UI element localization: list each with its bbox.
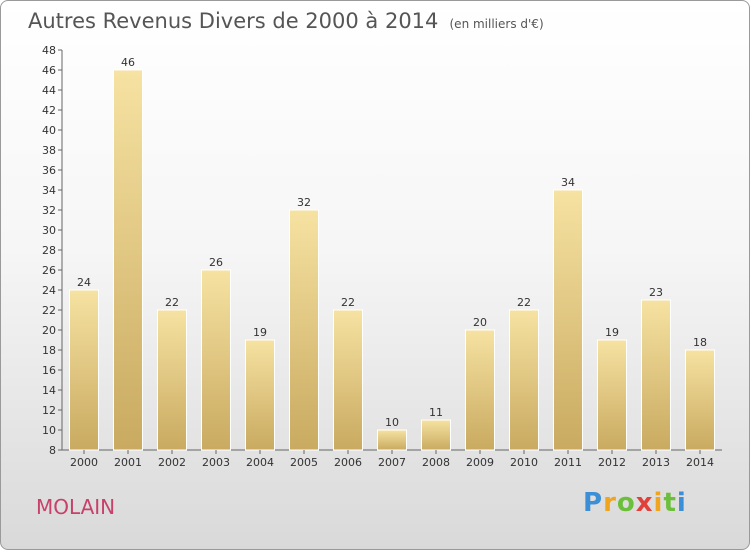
bar-value-label: 22: [341, 296, 355, 309]
y-tick-label: 34: [42, 184, 56, 197]
bar-value-label: 18: [693, 336, 707, 349]
bar-value-label: 23: [649, 286, 663, 299]
bar-value-label: 24: [77, 276, 91, 289]
bar: [289, 209, 319, 451]
x-tick-label: 2009: [466, 456, 494, 469]
x-tick-label: 2012: [598, 456, 626, 469]
y-tick-label: 44: [42, 84, 56, 97]
brand-logo: Proxiti: [583, 488, 687, 518]
brand-letter: x: [635, 488, 654, 518]
x-tick-label: 2013: [642, 456, 670, 469]
y-tick-label: 38: [42, 144, 56, 157]
y-tick-label: 14: [42, 384, 56, 397]
bar: [597, 339, 627, 451]
chart-unit-note: (en milliers d'€): [449, 17, 544, 31]
bar: [509, 309, 539, 451]
bar-value-label: 32: [297, 196, 311, 209]
bar-value-label: 11: [429, 406, 443, 419]
x-tick-label: 2001: [114, 456, 142, 469]
x-tick-label: 2011: [554, 456, 582, 469]
x-tick-label: 2010: [510, 456, 538, 469]
y-tick-label: 16: [42, 364, 56, 377]
bar: [377, 429, 407, 451]
y-tick-label: 26: [42, 264, 56, 277]
y-tick-label: 40: [42, 124, 56, 137]
x-tick-label: 2007: [378, 456, 406, 469]
x-tick-label: 2002: [158, 456, 186, 469]
bar: [245, 339, 275, 451]
bar-value-label: 34: [561, 176, 575, 189]
bar: [157, 309, 187, 451]
y-tick-label: 24: [42, 284, 56, 297]
y-tick-label: 8: [49, 444, 56, 457]
bar: [333, 309, 363, 451]
bar-value-label: 10: [385, 416, 399, 429]
x-tick-label: 2004: [246, 456, 274, 469]
bar-value-label: 26: [209, 256, 223, 269]
bar: [201, 269, 231, 451]
bar-value-label: 20: [473, 316, 487, 329]
y-tick-label: 22: [42, 304, 56, 317]
x-tick-label: 2014: [686, 456, 714, 469]
x-tick-label: 2008: [422, 456, 450, 469]
y-tick-label: 18: [42, 344, 56, 357]
bar: [685, 349, 715, 451]
y-tick-label: 46: [42, 64, 56, 77]
bar-value-label: 19: [253, 326, 267, 339]
y-tick-label: 36: [42, 164, 56, 177]
y-tick-label: 20: [42, 324, 56, 337]
town-name: MOLAIN: [36, 495, 116, 519]
bar-value-label: 22: [165, 296, 179, 309]
y-tick-label: 28: [42, 244, 56, 257]
x-tick-label: 2000: [70, 456, 98, 469]
x-tick-label: 2005: [290, 456, 318, 469]
brand-letter: r: [603, 488, 617, 518]
bar: [641, 299, 671, 451]
brand-letter: o: [616, 488, 636, 518]
y-tick-label: 30: [42, 224, 56, 237]
chart-title: Autres Revenus Divers de 2000 à 2014 (en…: [28, 9, 544, 33]
brand-letter: t: [663, 488, 677, 518]
y-tick-label: 12: [42, 404, 56, 417]
y-tick-label: 48: [42, 44, 56, 57]
brand-letter: i: [676, 488, 687, 518]
brand-letter: P: [583, 488, 604, 518]
x-tick-label: 2003: [202, 456, 230, 469]
bar: [553, 189, 583, 451]
bar-value-label: 19: [605, 326, 619, 339]
bar-value-label: 46: [121, 56, 135, 69]
y-tick-label: 32: [42, 204, 56, 217]
bar: [465, 329, 495, 451]
bar: [69, 289, 99, 451]
chart-title-text: Autres Revenus Divers de 2000 à 2014: [28, 9, 439, 33]
brand-letter: i: [653, 488, 664, 518]
bar-value-label: 22: [517, 296, 531, 309]
x-tick-label: 2006: [334, 456, 362, 469]
bar: [113, 69, 143, 451]
y-tick-label: 42: [42, 104, 56, 117]
y-tick-label: 10: [42, 424, 56, 437]
bar: [421, 419, 451, 451]
